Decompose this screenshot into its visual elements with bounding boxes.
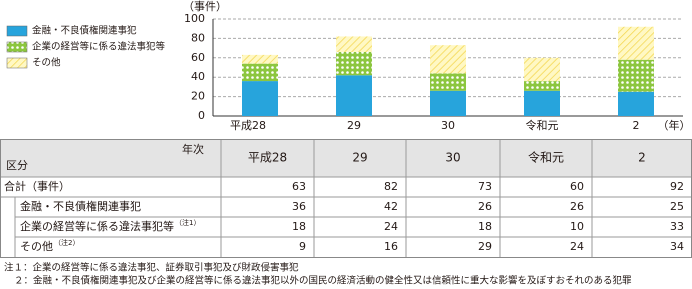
- bar-segment: [618, 26, 654, 60]
- table-header: 29: [352, 151, 367, 165]
- bar-segment: [430, 45, 466, 74]
- table-row-label: その他: [20, 240, 53, 253]
- bar-segment: [242, 54, 278, 64]
- legend-swatch: [6, 25, 28, 37]
- table-cell: 92: [670, 180, 684, 193]
- corner-top: 年次: [182, 142, 204, 156]
- x-tick-label: 30: [441, 119, 455, 132]
- table-header: 30: [445, 151, 460, 165]
- bar-segment: [618, 59, 654, 92]
- y-tick-label: 20: [191, 90, 205, 103]
- bar-segment: [242, 63, 278, 82]
- table-cell: 9: [299, 240, 306, 253]
- table-cell: 18: [292, 220, 306, 233]
- bar-segment: [430, 73, 466, 91]
- legend-swatch: [6, 41, 28, 53]
- bar-segment: [430, 90, 466, 116]
- table-cell: 36: [292, 200, 306, 213]
- table-cell: 16: [384, 240, 398, 253]
- legend-label: その他: [32, 57, 61, 69]
- bar-segment: [336, 51, 372, 76]
- table-row-label: 金融・不良債権関連事犯: [20, 199, 141, 213]
- note: ２：金融・不良債権関連事犯及び企業の経営等に係る違法事犯以外の国民の経済活動の健…: [14, 275, 632, 286]
- x-tick-label: 2: [633, 119, 640, 132]
- total-label: 合計（事件）: [4, 179, 70, 193]
- y-tick-label: 40: [191, 70, 205, 83]
- y-tick-label: 80: [191, 31, 205, 44]
- note: 注１：企業の経営等に係る違法事犯、証券取引事犯及び財政侵害事犯: [4, 262, 299, 274]
- bar-segment: [242, 81, 278, 116]
- bar-segment: [336, 75, 372, 116]
- x-tick-label: 平成28: [230, 119, 266, 132]
- table-row-note: （注1）: [175, 218, 200, 227]
- bar-segment: [336, 36, 372, 52]
- table-header: 2: [638, 151, 646, 165]
- bar-segment: [524, 81, 560, 91]
- x-tick-label: 令和元: [526, 118, 559, 132]
- y-tick-label: 60: [191, 51, 205, 64]
- corner-bottom: 区分: [6, 159, 28, 172]
- bar-segment: [524, 57, 560, 82]
- table-cell: 26: [478, 200, 492, 213]
- table-cell: 18: [478, 220, 492, 233]
- table-cell: 25: [670, 200, 684, 213]
- x-tick-label: 29: [347, 119, 361, 132]
- legend-swatch: [6, 57, 28, 69]
- table-row-note: （注2）: [54, 238, 79, 247]
- table-cell: 60: [570, 180, 584, 193]
- table-cell: 42: [384, 200, 398, 213]
- y-tick-label: 0: [198, 109, 205, 122]
- table-cell: 24: [570, 240, 584, 253]
- table-cell: 34: [670, 240, 684, 253]
- bar-segment: [618, 91, 654, 116]
- table-cell: 24: [384, 220, 398, 233]
- bar-segment: [524, 90, 560, 116]
- table-cell: 10: [570, 220, 584, 233]
- legend-label: 企業の経営等に係る違法事犯等: [32, 41, 166, 53]
- table-cell: 26: [570, 200, 584, 213]
- x-axis-label: （年）: [658, 118, 691, 132]
- table-header: 平成28: [248, 151, 287, 165]
- table-cell: 73: [478, 180, 492, 193]
- y-tick-label: 100: [184, 12, 205, 25]
- y-axis-label: （事件）: [183, 0, 227, 13]
- table-cell: 63: [292, 180, 306, 193]
- table-header: 令和元: [528, 150, 564, 165]
- legend-label: 金融・不良債権関連事犯: [32, 25, 137, 37]
- table-row-label: 企業の経営等に係る違法事犯等: [20, 219, 174, 233]
- table-cell: 82: [384, 180, 398, 193]
- table-cell: 29: [478, 240, 492, 253]
- table-cell: 33: [670, 220, 684, 233]
- table-header-bg: [1, 140, 691, 177]
